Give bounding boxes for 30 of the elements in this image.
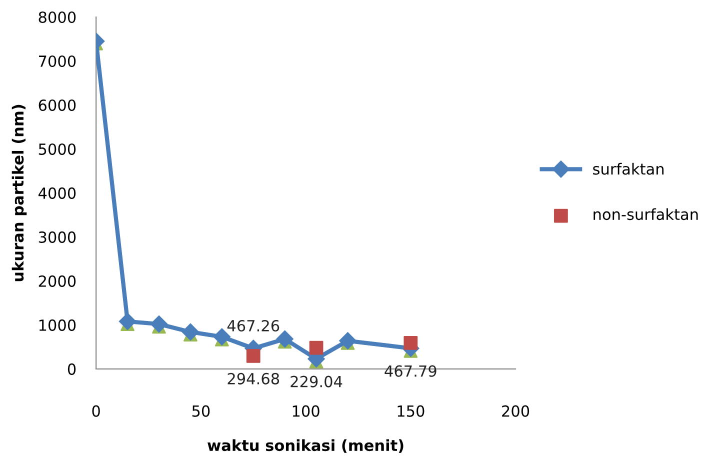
x-tick-label: 50 [192,405,210,417]
y-axis-title: ukuran partikel (nm) [12,104,27,282]
point [309,340,324,355]
point [118,312,136,330]
data-label: 467.79 [384,365,436,377]
y-tick-label: 1000 [39,319,76,331]
data-label: 229.04 [290,376,342,388]
y-tick-label: 4000 [38,187,76,199]
x-tick-label: 150 [398,405,424,417]
data-label: 467.26 [227,320,280,332]
point [246,349,260,363]
point [150,316,168,333]
x-tick-label: 200 [502,405,530,417]
y-tick-label: 8000 [38,11,76,24]
y-tick-label: 0 [68,363,76,375]
point [404,336,418,350]
y-tick-label: 6000 [38,99,76,112]
y-tick-label: 7000 [39,55,76,68]
legend-label: surfaktan [593,162,664,175]
data-label: 294.68 [228,372,280,384]
point [339,332,356,350]
x-tick-label: 0 [92,405,100,417]
legend-label: non-surfaktan [594,208,698,220]
x-tick-label: 100 [292,405,320,417]
y-tick-label: 3000 [38,231,76,243]
x-axis-title: waktu sonikasi (menit) [208,439,404,453]
point [182,323,200,341]
y-tick-label: 2000 [38,275,76,287]
y-tick-label: 5000 [38,143,76,156]
point [276,330,294,348]
